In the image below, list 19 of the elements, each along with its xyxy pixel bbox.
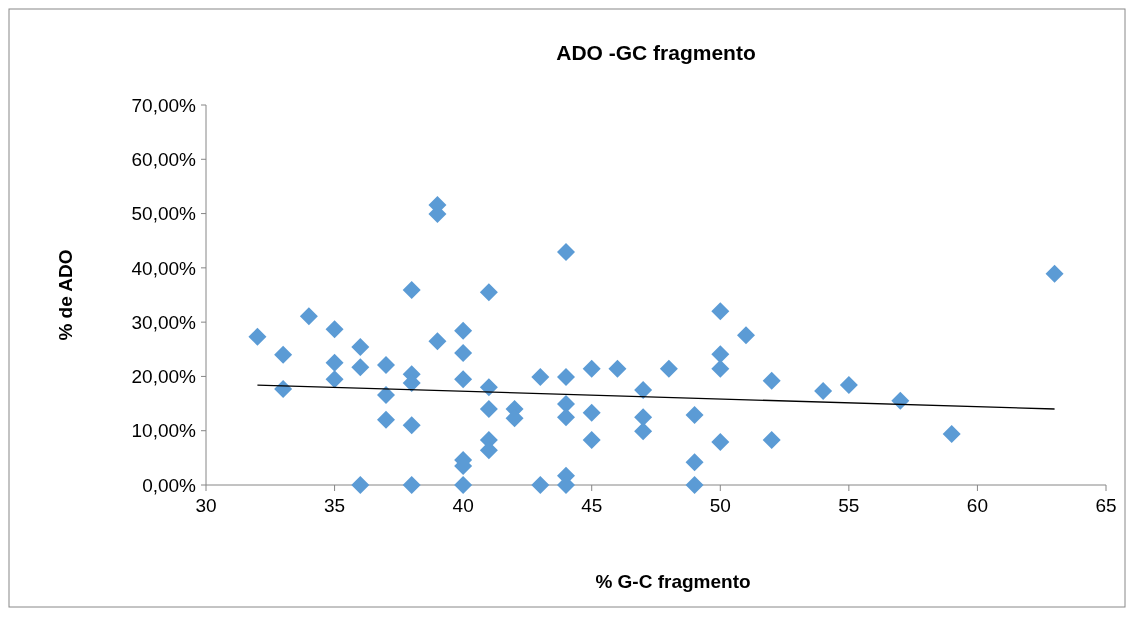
y-axis-title: % de ADO [55, 249, 76, 341]
chart-title: ADO -GC fragmento [556, 41, 756, 64]
y-tick-label: 70,00% [131, 94, 197, 116]
y-tick-label: 20,00% [131, 366, 197, 388]
y-tick-label: 50,00% [131, 203, 197, 225]
x-axis-title: % G-C fragmento [595, 571, 751, 592]
y-tick-label: 10,00% [131, 420, 197, 442]
y-tick-label: 60,00% [131, 148, 197, 170]
x-tick-label: 35 [324, 495, 346, 516]
x-tick-label: 45 [581, 495, 603, 516]
x-tick-label: 30 [195, 495, 217, 516]
x-tick-label: 50 [709, 495, 731, 516]
y-tick-label: 30,00% [131, 311, 197, 333]
x-tick-label: 55 [838, 495, 860, 516]
y-tick-label: 40,00% [131, 257, 197, 279]
y-tick-label: 0,00% [142, 474, 197, 496]
x-tick-label: 60 [966, 495, 988, 516]
x-tick-label: 40 [452, 495, 474, 516]
x-tick-label: 65 [1095, 495, 1117, 516]
